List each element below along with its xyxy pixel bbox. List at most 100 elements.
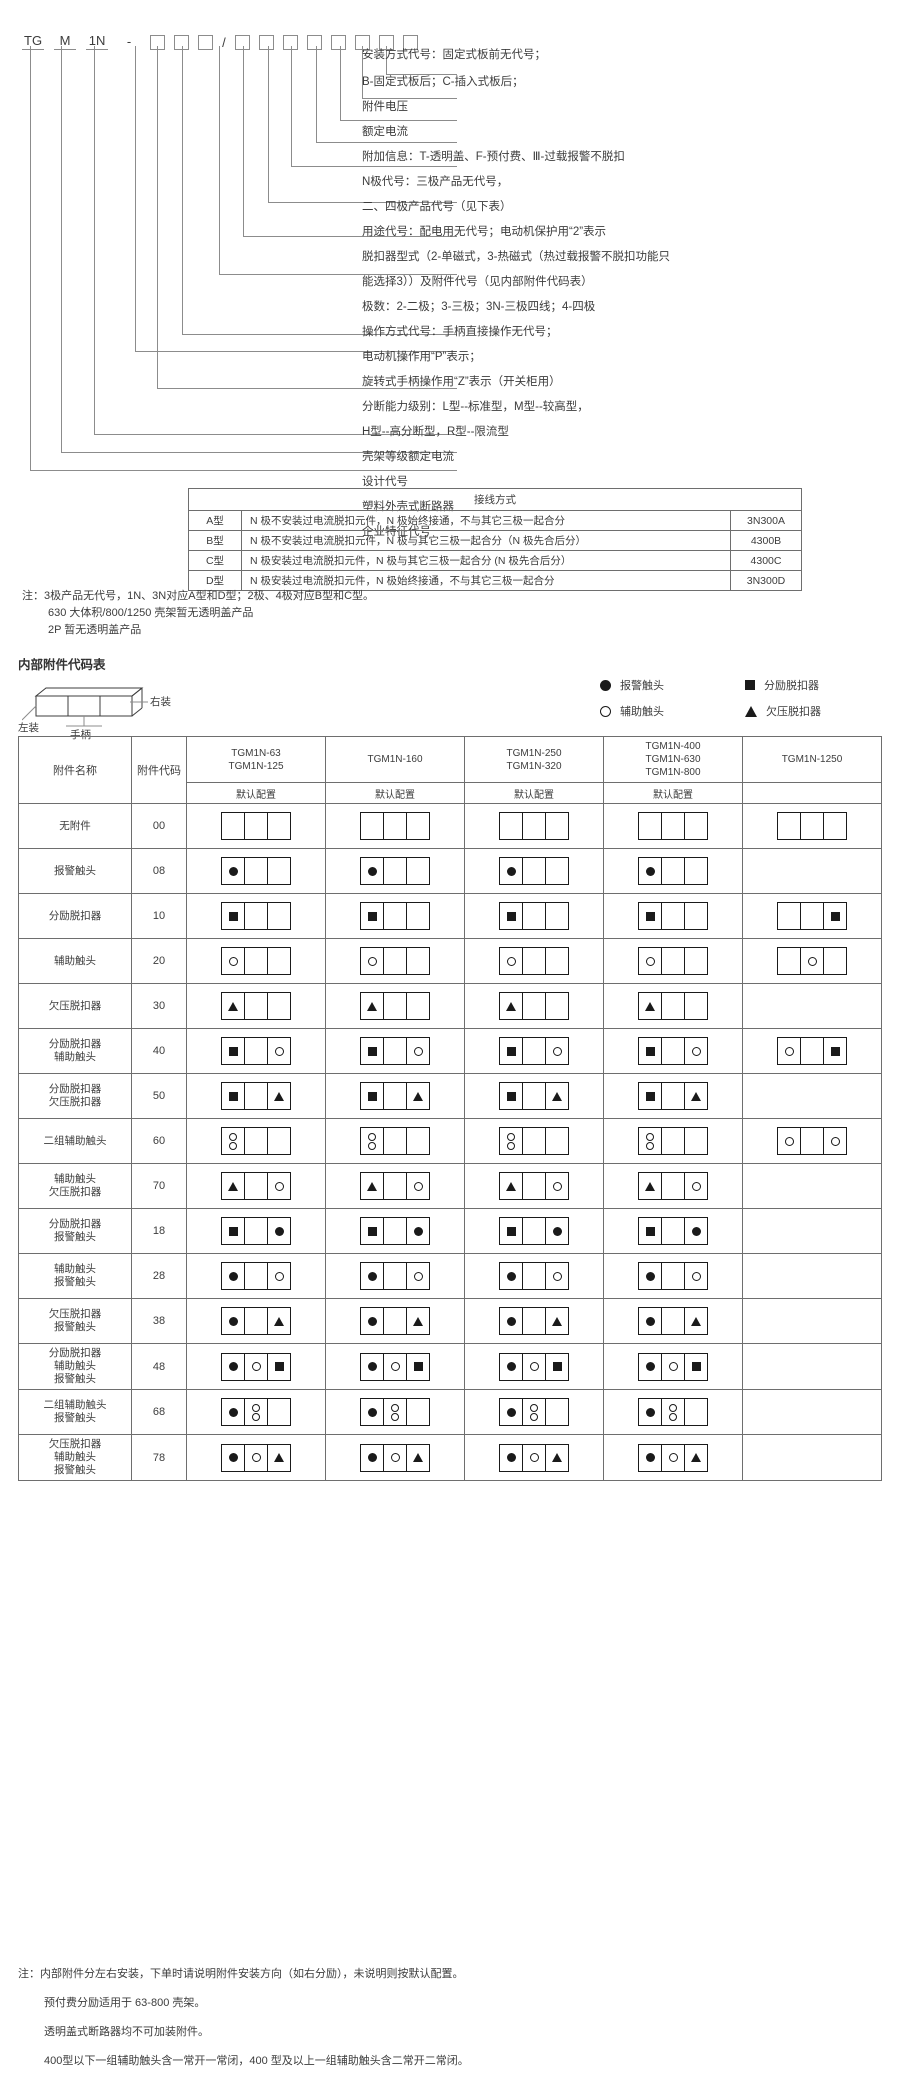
accessory-config-diagram (499, 1352, 569, 1381)
open-circle-icon (552, 1046, 562, 1056)
config-slot-2 (824, 948, 846, 974)
config-slot-1 (662, 1353, 685, 1380)
accessory-config-diagram (221, 902, 291, 930)
config-slot-2 (268, 813, 290, 839)
acc-cell-code: 30 (131, 983, 187, 1029)
config-slot-2 (685, 1173, 707, 1199)
leader-v-current (340, 46, 341, 120)
accessory-config-diagram (638, 947, 708, 975)
filled-square-icon (228, 1046, 238, 1056)
acc-subheader-3: 默认配置 (603, 782, 743, 804)
callout-install-type-2: B-固定式板后；C-插入式板后； (362, 76, 524, 88)
filled-square-icon (830, 1046, 840, 1056)
filled-square-icon (367, 911, 377, 921)
filled-circle-icon (367, 1316, 377, 1326)
filled-triangle-icon (645, 1181, 655, 1191)
config-slot-1 (384, 1173, 407, 1199)
acc-cell-config-2 (464, 1298, 604, 1344)
open-circle-icon (507, 1141, 515, 1150)
acc-header-model-4: TGM1N-1250 (742, 736, 882, 783)
accessory-config-diagram (221, 947, 291, 975)
acc-cell-config-4 (742, 938, 882, 984)
acc-cell-config-0 (186, 1298, 326, 1344)
config-slot-0 (222, 858, 245, 884)
filled-triangle-icon (645, 1001, 655, 1011)
accessory-config-diagram (499, 1037, 569, 1065)
acc-cell-config-4 (742, 1434, 882, 1481)
config-slot-1 (523, 903, 546, 929)
filled-circle-icon (228, 1453, 238, 1462)
open-circle-icon (252, 1412, 260, 1421)
config-slot-1 (662, 1218, 685, 1244)
config-slot-0 (500, 1128, 523, 1154)
config-slot-2 (407, 1083, 429, 1109)
note-bottom-1: 注：内部附件分左右安装，下单时请说明附件安装方向（如右分励），未说明则按默认配置… (18, 1968, 464, 1980)
acc-cell-code: 18 (131, 1208, 187, 1254)
config-slot-0 (361, 858, 384, 884)
accessory-config-diagram (499, 1443, 569, 1472)
config-slot-1 (245, 1128, 268, 1154)
acc-cell-config-0 (186, 1028, 326, 1074)
config-slot-2 (268, 1128, 290, 1154)
legend-row-2: 辅助触头 欠压脱扣器 (600, 698, 890, 724)
code-dash: - (126, 34, 132, 49)
config-slot-0 (639, 813, 662, 839)
open-circle-icon (228, 956, 238, 966)
leader-h-usage (268, 202, 457, 203)
accessory-config-diagram (638, 1127, 708, 1155)
accessory-config-diagram (638, 857, 708, 885)
config-slot-2 (685, 993, 707, 1019)
leader-v-breaker (61, 46, 62, 452)
acc-cell-config-2 (464, 1389, 604, 1435)
filled-square-icon (645, 1226, 655, 1236)
open-circle-icon (368, 1141, 376, 1150)
config-slot-1 (245, 1218, 268, 1244)
leader-v-enterprise (30, 46, 31, 470)
config-slot-1 (245, 1444, 268, 1471)
open-circle-icon (784, 1136, 794, 1146)
accessory-config-diagram (638, 1398, 708, 1426)
callout-trip-type: 脱扣器型式（2-单磁式，3-热磁式（热过载报警不脱扣功能只 (362, 251, 670, 263)
config-slot-2 (407, 1263, 429, 1289)
accessory-config-diagram (499, 857, 569, 885)
accessory-config-diagram (221, 812, 291, 840)
accessory-config-diagram (360, 1262, 430, 1290)
acc-cell-code: 40 (131, 1028, 187, 1074)
config-slot-0 (639, 1444, 662, 1471)
config-slot-0 (361, 903, 384, 929)
config-slot-1 (662, 1263, 685, 1289)
config-slot-1 (245, 858, 268, 884)
config-slot-2 (268, 1218, 290, 1244)
code-box-7 (306, 35, 322, 50)
config-slot-2 (407, 903, 429, 929)
callout-extra-info: 附加信息：T-透明盖、F-预付费、Ⅲ-过载报警不脱扣 (362, 151, 625, 163)
leader-v-frame (135, 46, 136, 351)
leader-h-design (94, 434, 457, 435)
config-slot-2 (407, 1038, 429, 1064)
accessory-config-diagram (360, 1127, 430, 1155)
acc-cell-config-0 (186, 1208, 326, 1254)
filled-triangle-icon (228, 1001, 238, 1011)
breaker-orientation-sketch: 左装 手柄 右装 (18, 686, 202, 741)
acc-cell-code: 10 (131, 893, 187, 939)
open-circle-icon (784, 1046, 794, 1056)
config-slot-0 (361, 1128, 384, 1154)
filled-triangle-icon (274, 1316, 284, 1326)
acc-cell-config-0 (186, 1343, 326, 1390)
config-slot-2 (407, 1354, 429, 1380)
acc-cell-config-4 (742, 1118, 882, 1164)
acc-cell-config-0 (186, 803, 326, 849)
accessory-config-diagram (360, 1307, 430, 1335)
config-slot-0 (639, 1399, 662, 1425)
acc-header-model-2: TGM1N-250 TGM1N-320 (464, 736, 604, 783)
config-slot-1 (662, 1444, 685, 1471)
open-circle-icon (413, 1046, 423, 1056)
table-row: 无附件 00 (18, 803, 882, 849)
config-slot-0 (639, 1218, 662, 1244)
callout-frame-rated-current: 壳架等级额定电流 (362, 451, 454, 463)
config-slot-0 (500, 1353, 523, 1380)
config-slot-2 (268, 948, 290, 974)
leader-h-frame (135, 351, 457, 352)
acc-cell-config-1 (325, 1253, 465, 1299)
